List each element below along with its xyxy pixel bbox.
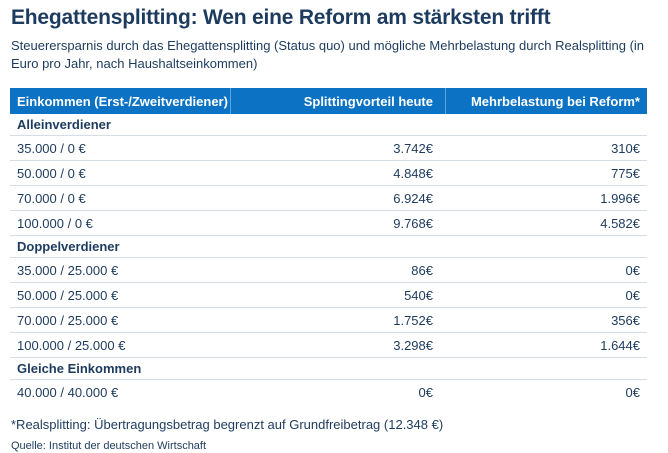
section-label: Alleinverdiener [17, 117, 111, 132]
source-credit: Quelle: Institut der deutschen Wirtschaf… [11, 440, 207, 452]
cell-mehrbelastung: 775€ [611, 165, 640, 181]
cell-splittingvorteil: 3.742€ [393, 140, 433, 156]
section-header-gleiche-einkommen: Gleiche Einkommen [10, 358, 647, 380]
table-header-row: Einkommen (Erst-/Zweitverdiener) Splitti… [10, 88, 647, 114]
cell-mehrbelastung: 356€ [611, 312, 640, 328]
cell-mehrbelastung: 0€ [625, 385, 640, 400]
cell-income: 70.000 / 0 € [17, 190, 86, 206]
cell-mehrbelastung: 1.996€ [600, 190, 640, 206]
page-subtitle: Steuerersparnis durch das Ehegattensplit… [11, 38, 645, 71]
cell-income: 70.000 / 25.000 € [17, 312, 119, 328]
section-label: Gleiche Einkommen [17, 361, 142, 376]
cell-splittingvorteil: 9.768€ [393, 215, 433, 231]
section-header-doppelverdiener: Doppelverdiener [10, 236, 647, 258]
table-row: 35.000 / 25.000 € 86€ 0€ [10, 258, 647, 283]
cell-mehrbelastung: 1.644€ [600, 337, 640, 353]
cell-income: 35.000 / 0 € [17, 140, 86, 156]
cell-income: 100.000 / 0 € [17, 215, 93, 231]
cell-income: 35.000 / 25.000 € [17, 262, 119, 278]
cell-mehrbelastung: 0€ [625, 262, 640, 278]
cell-income: 50.000 / 0 € [17, 165, 86, 181]
footnote: *Realsplitting: Übertragungsbetrag begre… [11, 417, 444, 432]
table-row: 100.000 / 25.000 € 3.298€ 1.644€ [10, 333, 647, 358]
cell-splittingvorteil: 0€ [418, 385, 433, 400]
table-row: 40.000 / 40.000 € 0€ 0€ [10, 380, 647, 405]
table-row: 70.000 / 25.000 € 1.752€ 356€ [10, 308, 647, 333]
column-header-einkommen: Einkommen (Erst-/Zweitverdiener) [17, 93, 228, 109]
cell-splittingvorteil: 86€ [411, 262, 433, 278]
cell-splittingvorteil: 540€ [404, 287, 433, 303]
table-row: 70.000 / 0 € 6.924€ 1.996€ [10, 186, 647, 211]
section-label: Doppelverdiener [17, 239, 120, 254]
table-row: 50.000 / 0 € 4.848€ 775€ [10, 161, 647, 186]
cell-splittingvorteil: 3.298€ [393, 337, 433, 353]
table-row: 35.000 / 0 € 3.742€ 310€ [10, 136, 647, 161]
column-header-splittingvorteil: Splittingvorteil heute [230, 88, 445, 114]
column-header-mehrbelastung: Mehrbelastung bei Reform* [445, 88, 647, 114]
table-row: 50.000 / 25.000 € 540€ 0€ [10, 283, 647, 308]
cell-income: 50.000 / 25.000 € [17, 287, 119, 303]
cell-splittingvorteil: 4.848€ [393, 165, 433, 181]
cell-income: 100.000 / 25.000 € [17, 337, 126, 353]
cell-splittingvorteil: 6.924€ [393, 190, 433, 206]
cell-mehrbelastung: 310€ [611, 140, 640, 156]
table-row: 100.000 / 0 € 9.768€ 4.582€ [10, 211, 647, 236]
cell-splittingvorteil: 1.752€ [393, 312, 433, 328]
data-table: Einkommen (Erst-/Zweitverdiener) Splitti… [10, 88, 647, 405]
cell-mehrbelastung: 4.582€ [600, 215, 640, 231]
cell-income: 40.000 / 40.000 € [17, 385, 119, 400]
page-title: Ehegattensplitting: Wen eine Reform am s… [11, 6, 551, 29]
section-header-alleinverdiener: Alleinverdiener [10, 114, 647, 136]
cell-mehrbelastung: 0€ [625, 287, 640, 303]
